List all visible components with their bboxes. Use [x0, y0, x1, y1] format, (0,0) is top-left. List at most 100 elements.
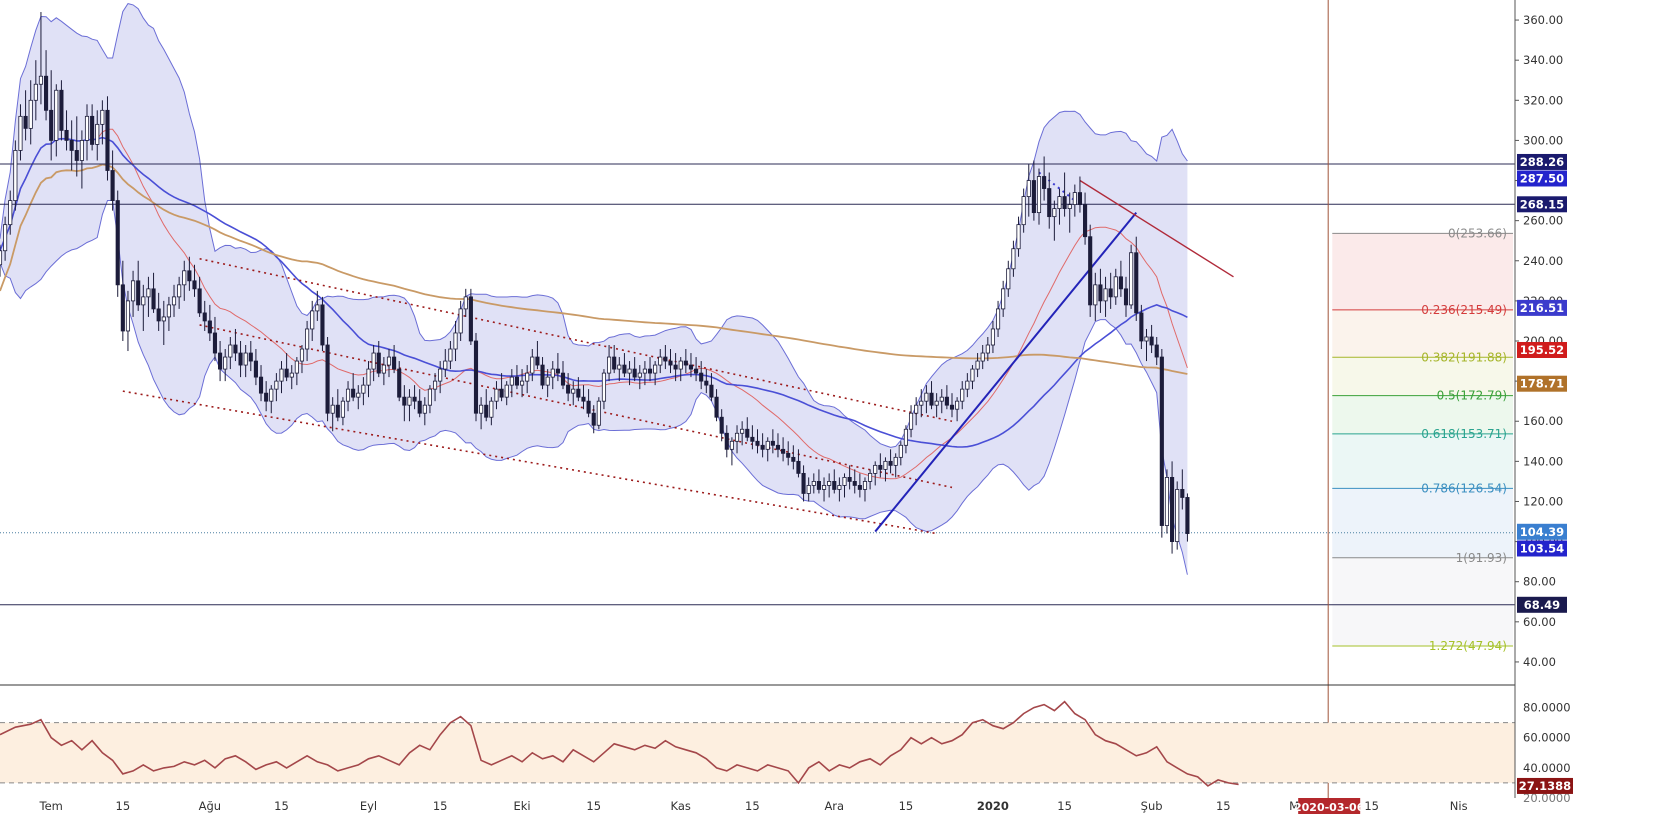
candle-body [688, 364, 694, 370]
candle-body [386, 356, 392, 366]
candle-body [673, 364, 678, 370]
candle-body [248, 352, 253, 362]
candle-body [816, 481, 821, 490]
candle-body [765, 440, 770, 450]
candle-body [202, 312, 207, 322]
time-axis-label: 15 [433, 799, 448, 813]
candle-body [1036, 176, 1042, 214]
candle-body [90, 115, 95, 145]
candle-body [192, 280, 197, 290]
candle-body [637, 372, 642, 378]
candle-body [1170, 476, 1175, 542]
price-level-tag: 288.26 [1520, 155, 1564, 169]
candlestick-series [0, 12, 1190, 554]
candle-body [668, 360, 673, 366]
candle-body [1139, 312, 1144, 342]
fib-zone [1332, 395, 1513, 434]
candle-body [709, 384, 714, 398]
candle-body [745, 428, 750, 438]
ma200-line [0, 163, 1188, 375]
candle-body [59, 89, 64, 131]
candle-body [729, 440, 734, 450]
candle-body [821, 485, 827, 490]
candle-body [177, 284, 182, 298]
time-axis-label: Eki [513, 799, 530, 813]
price-axis-label: 80.00 [1523, 575, 1556, 589]
candle-body [187, 270, 192, 282]
candle-body [566, 384, 571, 394]
rsi-current-tag-box [1517, 777, 1573, 794]
candle-body [38, 75, 44, 85]
uptrend-line [874, 211, 1138, 533]
price-axis-label: 320.00 [1523, 93, 1563, 107]
candle-body [571, 388, 576, 394]
candle-body [540, 364, 545, 386]
candle-body [115, 200, 120, 286]
fib-level-label: 0.786(126.54) [1421, 481, 1507, 495]
candle-body [8, 200, 13, 226]
candle-body [642, 368, 647, 374]
candle-body [223, 356, 228, 370]
time-axis-label: Kas [671, 799, 691, 813]
candle-body [519, 380, 525, 386]
candle-body [351, 388, 356, 398]
candle-body [929, 392, 934, 406]
candle-body [207, 320, 212, 334]
time-axis-label: Şub [1141, 799, 1163, 813]
candle-body [1108, 288, 1113, 298]
candle-body [69, 140, 74, 151]
fib-level-label: 0.618(153.71) [1421, 427, 1507, 441]
candle-body [1134, 252, 1139, 314]
fib-level-label: 1(91.93) [1456, 551, 1507, 565]
candle-body [596, 400, 601, 426]
candle-body [110, 170, 115, 201]
candle-body [95, 123, 100, 145]
candle-body [985, 344, 990, 354]
candle-body [427, 388, 432, 406]
price-level-tag: 103.54 [1520, 541, 1564, 555]
ma50-line [0, 136, 1188, 448]
candle-body [366, 368, 371, 386]
rsi-axis-label: 60.0000 [1523, 731, 1571, 745]
candle-body [663, 356, 668, 362]
candle-body [458, 308, 463, 334]
candle-body [49, 109, 54, 141]
candle-body [1088, 236, 1093, 306]
candle-body [908, 412, 914, 430]
candle-body [888, 460, 893, 466]
price-axis-label: 120.00 [1523, 494, 1563, 508]
candle-body [995, 308, 1001, 330]
candle-body [509, 376, 514, 386]
candle-body [197, 288, 202, 314]
candle-body [530, 356, 535, 374]
candle-body [847, 476, 852, 482]
price-axis-label: 60.00 [1523, 615, 1556, 629]
candle-body [345, 388, 351, 402]
candle-body [1164, 476, 1170, 526]
candle-body [74, 150, 79, 161]
price-level-tag-box [1517, 375, 1567, 392]
candle-body [975, 360, 980, 370]
candle-body [407, 396, 412, 406]
candle-body [801, 472, 806, 494]
candle-body [653, 364, 658, 374]
candle-body [545, 376, 550, 386]
price-level-tag-box [1517, 299, 1567, 316]
candle-body [253, 360, 258, 378]
candle-body [786, 452, 791, 458]
candle-body [775, 444, 781, 450]
fib-zone [1332, 357, 1513, 396]
rsi-axis-label: 80.0000 [1523, 701, 1571, 715]
candle-body [591, 412, 596, 426]
rsi-panel [0, 684, 1515, 787]
candle-body [647, 368, 653, 374]
price-level-tag: 68.49 [1524, 598, 1560, 612]
candle-body [299, 348, 305, 362]
fib-level-label: 0.382(191.88) [1421, 350, 1507, 364]
price-level-tag-box [1517, 540, 1567, 557]
candle-body [581, 396, 586, 402]
candle-body [811, 481, 816, 486]
candle-body [258, 376, 264, 394]
